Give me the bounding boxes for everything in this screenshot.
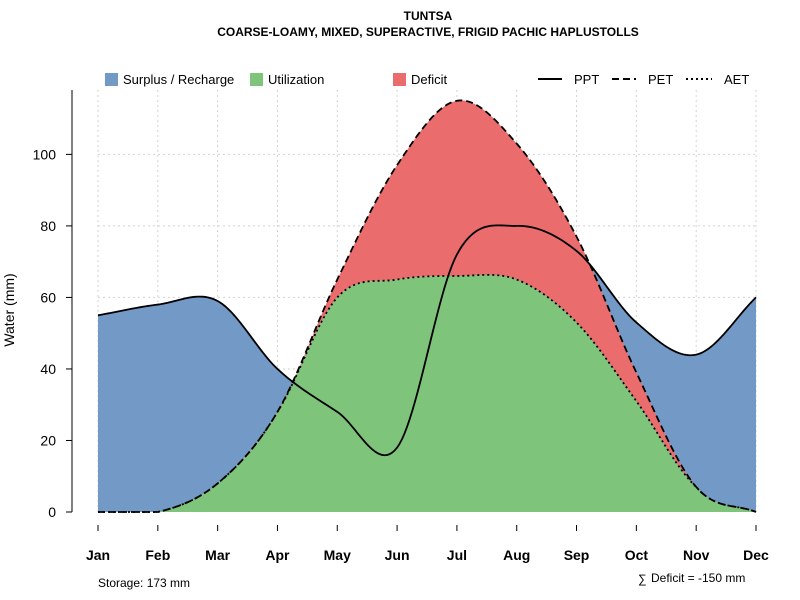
legend-label-deficit: Deficit [411,72,448,87]
y-tick-label: 60 [40,289,56,305]
x-tick-label: Nov [683,547,710,563]
series-line-aet [98,273,757,513]
x-tick-label: Jul [447,547,467,563]
deficit-area [98,100,756,512]
legend-label-aet: AET [724,72,749,87]
chart-title: TUNTSA [404,9,453,23]
legend-label-pet: PET [648,72,673,87]
y-tick-label: 0 [48,504,56,520]
x-tick-label: Sep [564,547,590,563]
x-tick-label: Oct [625,547,649,563]
storage-note: Storage: 173 mm [98,576,190,590]
chart-subtitle: COARSE-LOAMY, MIXED, SUPERACTIVE, FRIGID… [217,25,639,39]
deficit-symbol: ∑ [638,572,647,586]
series-lines [97,99,757,513]
y-tick-label: 20 [40,432,56,448]
water-balance-areas [98,100,756,513]
utilization-area [98,274,756,512]
x-tick-label: Dec [743,547,769,563]
x-tick-label: Mar [205,547,230,563]
legend-swatch-surplus [105,73,118,86]
deficit-note: Deficit = -150 mm [651,571,745,585]
x-tick-label: May [324,547,351,563]
x-tick-label: Jan [86,547,110,563]
x-tick-label: Aug [503,547,530,563]
x-tick-label: Jun [385,547,410,563]
x-tick-label: Apr [265,547,290,563]
legend-swatch-deficit [393,73,406,86]
recharge-area [98,100,756,512]
legend-label-utilization: Utilization [268,72,324,87]
y-axis-label: Water (mm) [1,273,17,346]
legend-swatch-utilization [250,73,263,86]
y-tick-label: 80 [40,218,56,234]
axes: 0 20 40 60 80 100 Jan Feb Mar Apr May Jun Jul Aug Sep O… [33,90,769,563]
legend: Surplus / Recharge Utilization Deficit P… [105,72,749,87]
series-line-ppt [97,224,757,457]
y-tick-label: 40 [40,361,56,377]
legend-label-ppt: PPT [574,72,599,87]
series-line-pet [98,99,757,513]
x-tick-label: Feb [145,547,170,563]
y-tick-label: 100 [33,146,57,162]
legend-label-surplus: Surplus / Recharge [123,72,234,87]
